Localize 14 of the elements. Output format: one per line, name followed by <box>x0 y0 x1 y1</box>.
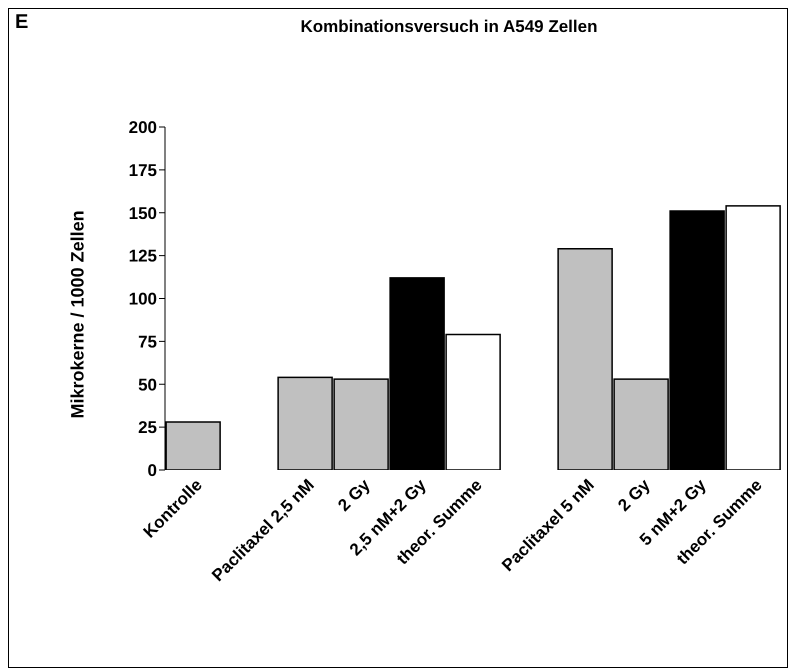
y-tick-label: 25 <box>138 418 157 438</box>
y-tick-label: 100 <box>128 290 157 309</box>
y-tick-label: 150 <box>128 204 157 223</box>
y-tick-label: 50 <box>138 375 157 394</box>
y-tick-label: 200 <box>128 118 157 138</box>
y-tick-label: 0 <box>148 461 157 480</box>
x-tick-label: 2 Gy <box>614 475 654 515</box>
y-tick-label: 125 <box>128 246 157 266</box>
y-tick-label: 75 <box>138 332 157 352</box>
y-tick-label: 175 <box>128 160 157 180</box>
y-axis-title: Mikrokerne / 1000 Zellen <box>67 210 88 418</box>
text: E <box>15 11 28 34</box>
chart-title: Kombinationsversuch in A549 Zellen <box>300 17 598 37</box>
x-tick-label: 2 Gy <box>334 475 374 515</box>
